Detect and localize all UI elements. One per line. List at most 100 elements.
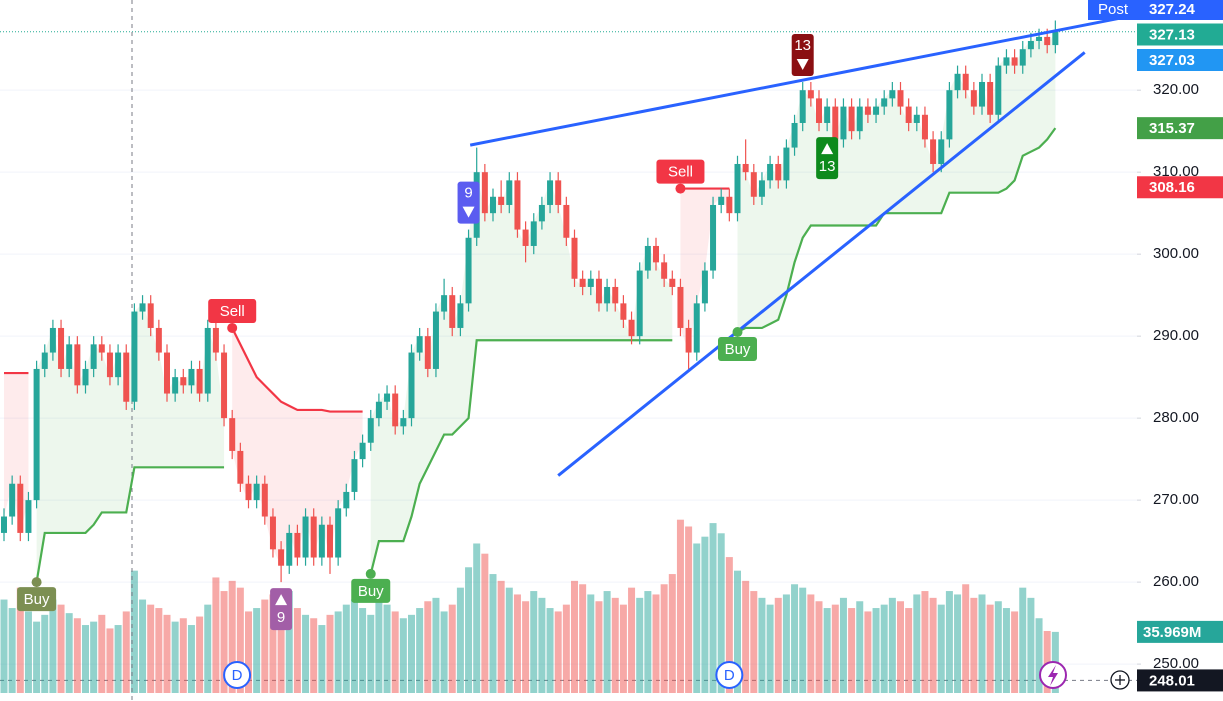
candle-body <box>25 500 32 533</box>
candle-body <box>840 106 847 140</box>
signal-label: Buy <box>725 341 751 358</box>
candle-body <box>620 303 627 320</box>
candle-body <box>685 327 692 353</box>
candle-body <box>465 237 472 304</box>
candle-body <box>106 352 113 378</box>
candle-body <box>367 418 374 443</box>
signals: Buy Sell Buy Sell Buy 9 9 13 13 D D <box>17 33 839 689</box>
volume-bar <box>220 591 228 693</box>
volume-bar <box>676 519 684 693</box>
candle-body <box>563 204 570 238</box>
volume-bar <box>742 580 750 693</box>
y-tick-label: 250.00 <box>1153 655 1199 672</box>
price-tag-box <box>1137 49 1223 71</box>
add-button[interactable] <box>1110 670 1130 690</box>
volume-bar <box>929 597 937 693</box>
volume-bar <box>57 604 65 693</box>
signal-dot <box>675 183 686 194</box>
signal-dot <box>31 577 42 588</box>
candle-body <box>571 237 578 279</box>
candle-body <box>343 491 350 509</box>
candle-body <box>457 303 464 328</box>
candle-body <box>164 352 170 394</box>
volume-bar <box>831 604 839 693</box>
candle-body <box>653 245 659 263</box>
candle-body <box>693 303 700 353</box>
volume-bar <box>302 614 310 693</box>
volume-bar <box>905 608 913 693</box>
candle-body <box>555 180 562 205</box>
volume-bar <box>187 625 195 693</box>
volume-bar <box>350 599 358 693</box>
candle-body <box>1003 57 1010 66</box>
candle-body <box>775 163 782 181</box>
supertrend-line <box>35 466 225 583</box>
volume-bar <box>619 604 627 693</box>
candle-body <box>253 483 260 501</box>
crosshair-tag-box <box>1137 669 1223 692</box>
candle-body <box>742 163 749 173</box>
candle-body <box>147 303 154 328</box>
price-tag-label: 308.16 <box>1149 179 1195 196</box>
volume-bar <box>326 614 334 693</box>
candle-body <box>587 278 594 287</box>
signal-label: Sell <box>668 164 693 181</box>
volume-bar <box>139 599 147 693</box>
volume-bar <box>310 618 318 693</box>
candle-body <box>636 270 643 337</box>
candle-body <box>74 344 81 386</box>
volume-bar <box>872 608 880 693</box>
volume-bar <box>603 591 611 693</box>
signal-dot <box>227 322 238 333</box>
volume-bar <box>473 543 481 693</box>
volume-bar <box>98 614 106 693</box>
volume-bar <box>196 616 204 693</box>
volume-bar <box>122 611 130 693</box>
volume-bar <box>497 580 505 693</box>
volume-bar <box>391 611 399 693</box>
candle-body <box>490 196 496 214</box>
candle-body <box>1011 57 1018 66</box>
price-axis <box>1137 0 1223 701</box>
candle-body <box>123 352 130 402</box>
price-tag-label: 315.37 <box>1149 120 1195 137</box>
trendline <box>557 51 1086 477</box>
candle-body <box>522 229 529 246</box>
price-tag-label: 327.03 <box>1149 52 1195 69</box>
volume-bar <box>538 597 546 693</box>
volume-bar <box>179 618 187 693</box>
volume-bar <box>921 591 929 693</box>
candle-body <box>612 286 619 304</box>
volume-bar <box>579 584 587 693</box>
dividend-label: D <box>724 667 735 684</box>
trendline <box>469 16 1121 147</box>
candle-body <box>661 262 668 279</box>
volume-bar <box>530 591 538 693</box>
candle-body <box>881 98 888 107</box>
signal-label: Sell <box>220 303 245 320</box>
candle-body <box>172 377 179 394</box>
volume-bar <box>456 587 464 693</box>
candle-body <box>734 163 741 214</box>
signal-label: Buy <box>24 591 50 608</box>
candle-body <box>873 106 880 115</box>
volume-bar <box>1011 611 1019 693</box>
candle-body <box>131 311 138 402</box>
trend-fill <box>370 172 673 574</box>
candle-body <box>995 65 1002 115</box>
volume-bar <box>65 613 73 693</box>
candle-body <box>669 278 676 287</box>
volume-bar <box>285 591 293 693</box>
candle-body <box>954 73 961 91</box>
volume-bar <box>0 599 8 693</box>
dividend-marker <box>223 661 252 689</box>
alert-icon[interactable] <box>1039 661 1067 689</box>
candle-body <box>710 204 717 271</box>
volume-bar <box>799 587 807 693</box>
candle-body <box>155 327 162 353</box>
volume-bar <box>546 608 554 693</box>
volume-bar <box>1027 597 1035 693</box>
candle-body <box>41 352 48 369</box>
candle-body <box>310 516 317 558</box>
candle-body <box>115 352 122 378</box>
